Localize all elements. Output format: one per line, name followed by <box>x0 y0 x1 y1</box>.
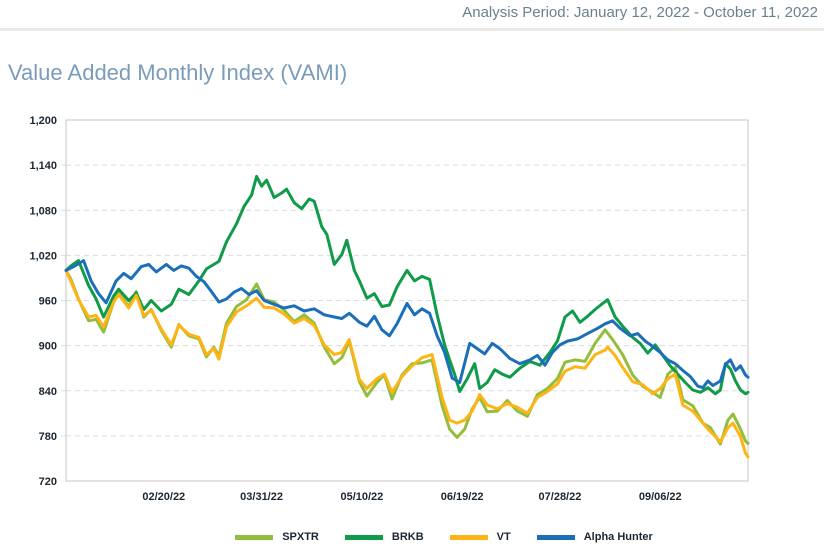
top-header-bar: Analysis Period: January 12, 2022 - Octo… <box>0 0 824 28</box>
series-line-vt <box>64 268 750 459</box>
x-tick-label: 07/28/22 <box>539 491 582 503</box>
legend-swatch-alpha-hunter <box>536 534 575 540</box>
legend-swatch-spxtr <box>235 534 274 540</box>
analysis-period-label: Analysis Period: January 12, 2022 - Octo… <box>462 4 818 21</box>
legend-label-alpha-hunter: Alpha Hunter <box>583 531 653 543</box>
y-tick-label: 960 <box>39 296 57 308</box>
y-tick-label: 780 <box>39 431 57 443</box>
x-tick-label: 02/20/22 <box>142 491 185 503</box>
y-tick-label: 1,200 <box>29 115 57 127</box>
page-title: Value Added Monthly Index (VAMI) <box>8 60 348 85</box>
legend-swatch-brkb <box>344 534 383 540</box>
series-line-spxtr <box>64 268 750 446</box>
legend-swatch-vt <box>449 534 488 540</box>
legend-label-vt: VT <box>496 531 511 543</box>
y-tick-label: 1,020 <box>29 250 57 262</box>
x-tick-label: 06/19/22 <box>441 491 484 503</box>
series-line-alpha-hunter <box>64 259 750 390</box>
legend-item-brkb[interactable]: BRKB <box>344 531 424 543</box>
chart-legend: SPXTR BRKB VT Alpha Hunter <box>0 531 824 543</box>
y-tick-label: 1,140 <box>29 160 57 172</box>
y-tick-label: 1,080 <box>29 205 57 217</box>
legend-item-vt[interactable]: VT <box>449 531 511 543</box>
x-tick-label: 05/10/22 <box>340 491 383 503</box>
header-divider <box>0 28 824 31</box>
x-tick-label: 03/31/22 <box>240 491 283 503</box>
y-tick-label: 900 <box>39 341 57 353</box>
plot-border <box>65 119 749 482</box>
y-tick-label: 840 <box>39 386 57 398</box>
legend-label-spxtr: SPXTR <box>282 531 319 543</box>
legend-item-spxtr[interactable]: SPXTR <box>235 531 319 543</box>
series-line-brkb <box>64 174 750 396</box>
x-tick-label: 09/06/22 <box>639 491 682 503</box>
legend-item-alpha-hunter[interactable]: Alpha Hunter <box>536 531 653 543</box>
legend-label-brkb: BRKB <box>391 531 424 543</box>
y-tick-label: 720 <box>39 476 57 488</box>
